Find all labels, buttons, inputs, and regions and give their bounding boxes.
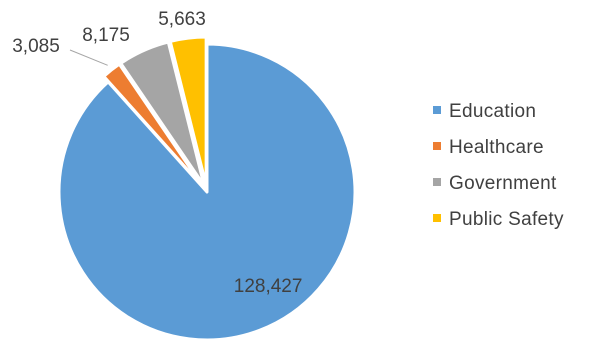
legend-label-public-safety: Public Safety (449, 209, 564, 230)
pie-slice-education (57, 42, 357, 342)
data-labels: 128,427 3,085 8,175 5,663 (12, 9, 302, 297)
leader-line-healthcare (69, 49, 108, 66)
pie-slices (57, 35, 357, 342)
legend-swatch-public-safety (433, 214, 441, 222)
legend-label-healthcare: Healthcare (449, 137, 544, 158)
data-label-public-safety: 5,663 (158, 9, 206, 30)
legend-swatch-government (433, 178, 441, 186)
data-label-healthcare: 3,085 (12, 36, 60, 57)
legend-swatch-education (433, 106, 441, 114)
data-label-education: 128,427 (234, 276, 303, 297)
legend-swatch-healthcare (433, 142, 441, 150)
leader-lines (69, 49, 108, 66)
legend-label-government: Government (449, 173, 557, 194)
data-label-government: 8,175 (82, 25, 130, 46)
legend: Education Healthcare Government Public Safe… (433, 101, 564, 230)
legend-label-education: Education (449, 101, 536, 122)
pie-slice-government (119, 40, 206, 188)
pie-slice-public-safety (168, 35, 208, 187)
pie-slice-healthcare (102, 62, 205, 188)
